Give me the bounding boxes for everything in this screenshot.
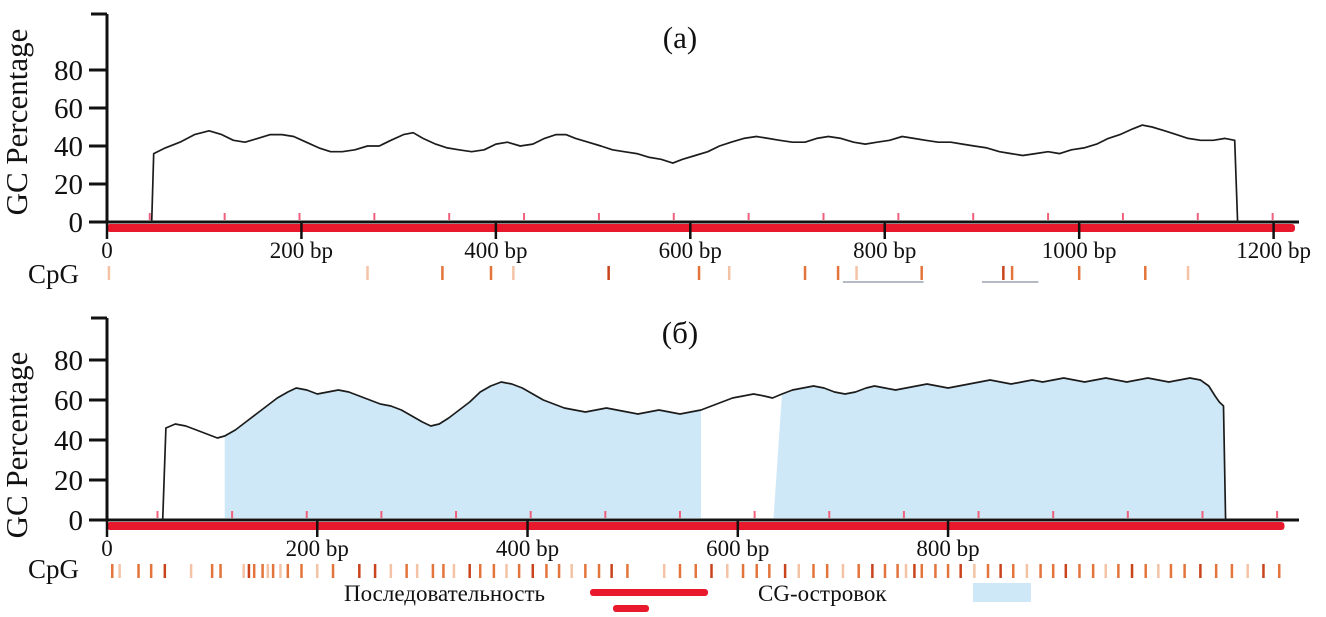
y-tick-label: 40 [54,131,83,163]
cpg-island-region [773,378,1226,518]
panel-b-title: (б) [662,315,698,350]
y-tick-label: 80 [54,345,83,377]
x-tick-label: 0 [101,536,113,561]
y-tick-label: 60 [54,385,83,417]
y-tick-label: 20 [54,169,83,201]
gc-percentage-line [161,377,1227,521]
panel-b-cpg-row-label: CpG [28,554,79,584]
y-tick-label: 80 [54,55,83,87]
y-tick-label: 0 [69,207,84,239]
panel-b-gc-plot: 0 20 40 60 80 0 200 bp 400 bp 600 bp 800 bp [54,316,1299,578]
x-tick-label: 600 bp [706,536,769,561]
y-tick-label: 20 [54,465,83,497]
panel-a-y-axis-label: GC Percentage [0,29,34,216]
y-tick-label: 40 [54,425,83,457]
sequence-bar [107,224,1295,232]
y-tick-label: 60 [54,93,83,125]
legend: Последовательность CG-островок [344,581,1031,612]
panel-b-y-axis-label: GC Percentage [0,352,34,539]
panel-a-title: (а) [663,20,697,55]
legend-island-swatch [973,583,1031,602]
x-tick-label: 0 [101,238,113,263]
x-tick-label: 1000 bp [1042,238,1117,263]
x-tick-label: 200 bp [286,536,349,561]
panel-a-cpg-row-label: CpG [28,259,79,289]
legend-island-label: CG-островок [758,581,887,606]
legend-sequence-swatch [590,589,708,596]
legend-sequence-swatch-cropped [613,605,649,612]
gc-percentage-line [150,124,1239,223]
sequence-bar [107,522,1285,530]
x-tick-label: 800 bp [853,238,916,263]
x-tick-label: 400 bp [464,238,527,263]
y-tick-label: 0 [69,505,84,537]
x-tick-label: 1200 bp [1236,238,1311,263]
legend-sequence-label: Последовательность [344,581,545,606]
x-tick-label: 800 bp [916,536,979,561]
cpg-island-region [224,382,701,518]
panel-a-gc-plot: 0 20 40 60 80 0 200 bp 400 bp 600 bp 800 bp 1000 b… [54,12,1311,283]
x-tick-label: 600 bp [659,238,722,263]
x-tick-label: 200 bp [270,238,333,263]
x-tick-label: 400 bp [496,536,559,561]
